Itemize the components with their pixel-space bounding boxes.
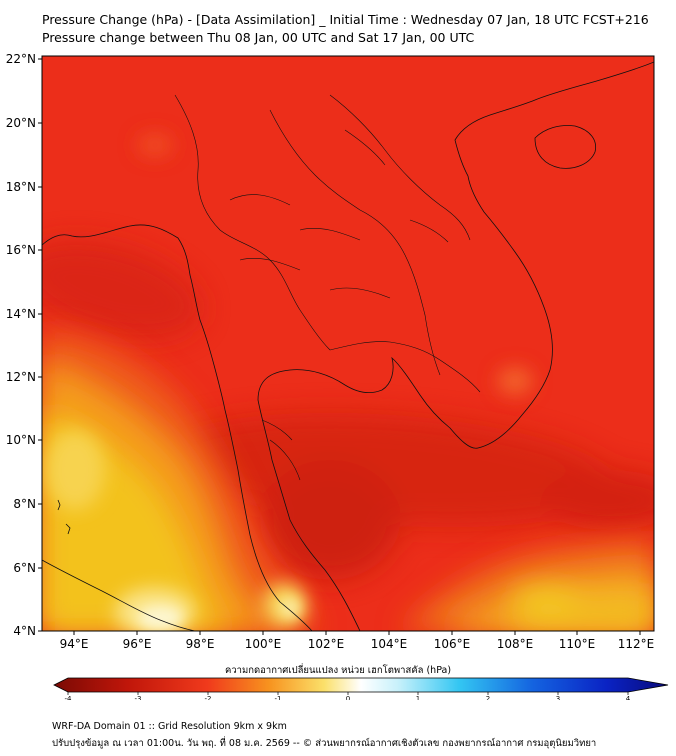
colorbar-bar <box>53 677 669 693</box>
borders <box>174 94 481 481</box>
sumatra-coast <box>42 559 196 631</box>
colorbar-tick: -3 <box>135 695 142 700</box>
border-myanmar-thai <box>174 94 331 351</box>
lon-label: 110°E <box>559 637 596 651</box>
border-cambodia <box>329 341 481 393</box>
lat-label: 18°N <box>6 180 36 194</box>
coastlines <box>42 61 654 631</box>
border-laos-vietnam <box>329 94 471 241</box>
nicobar-islands <box>65 523 71 535</box>
lat-label: 6°N <box>13 561 36 575</box>
lat-axis: 22°N 20°N 18°N 16°N 14°N 12°N 10°N 8°N 6… <box>6 52 42 638</box>
lat-label: 22°N <box>6 52 36 66</box>
lat-label: 12°N <box>6 370 36 384</box>
andaman-islands <box>57 499 61 511</box>
lat-label: 16°N <box>6 243 36 257</box>
map-figure: 22°N 20°N 18°N 16°N 14°N 12°N 10°N 8°N 6… <box>6 52 669 700</box>
hainan-island <box>534 125 597 169</box>
footer-resolution: WRF-DA Domain 01 :: Grid Resolution 9km … <box>52 721 287 732</box>
colorbar-tick: 3 <box>556 695 560 700</box>
lon-label: 104°E <box>371 637 408 651</box>
colorbar-tick: -4 <box>65 695 73 700</box>
west-coast <box>42 224 313 631</box>
border-malay <box>261 419 301 481</box>
lon-label: 96°E <box>123 637 152 651</box>
lon-label: 102°E <box>308 637 345 651</box>
pressure-field <box>42 56 654 631</box>
colorbar-tick: 0 <box>346 695 350 700</box>
colorbar-title: ความกดอากาศเปลี่ยนแปลง หน่วย เฮกโตพาสคัล… <box>224 665 452 676</box>
lat-label: 4°N <box>13 624 36 638</box>
lon-label: 100°E <box>245 637 282 651</box>
tonkin-coast <box>454 61 654 177</box>
lon-axis: 94°E 96°E 98°E 100°E 102°E 104°E 106°E 1… <box>60 631 655 651</box>
colorbar-tick: 1 <box>416 695 420 700</box>
colorbar-tick: -1 <box>275 695 282 700</box>
lon-label: 108°E <box>497 637 534 651</box>
colorbar-tick: 2 <box>486 695 490 700</box>
colorbar-tick: 4 <box>626 695 631 700</box>
lon-label: 106°E <box>434 637 471 651</box>
colorbar-tick: -2 <box>205 695 212 700</box>
colorbar: -4 -3 -2 -1 0 1 2 3 4 <box>53 677 669 700</box>
province-lines <box>229 129 449 299</box>
lat-label: 14°N <box>6 307 36 321</box>
gulf-coast <box>257 175 553 631</box>
lon-label: 112°E <box>618 637 655 651</box>
lon-label: 94°E <box>60 637 89 651</box>
lon-label: 98°E <box>186 637 215 651</box>
map-title: Pressure Change (hPa) - [Data Assimilati… <box>42 12 649 27</box>
lat-label: 20°N <box>6 116 36 130</box>
map-frame <box>41 55 655 632</box>
map-subtitle: Pressure change between Thu 08 Jan, 00 U… <box>42 30 475 45</box>
footer-credit: ปรับปรุงข้อมูล ณ เวลา 01:00น. วัน พฤ. ที… <box>52 738 597 749</box>
border-laos-thai <box>269 109 441 376</box>
lat-label: 10°N <box>6 433 36 447</box>
lat-label: 8°N <box>13 497 36 511</box>
